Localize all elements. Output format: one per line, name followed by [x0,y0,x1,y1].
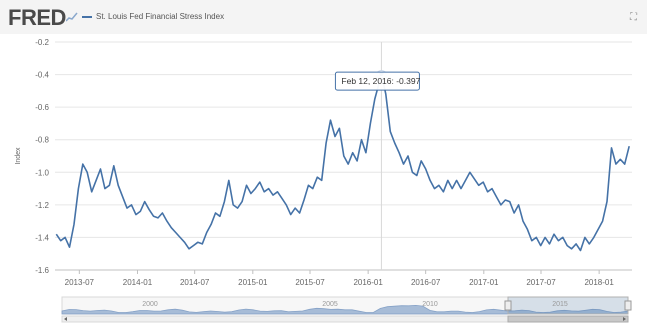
x-tick-label: 2018-01 [584,278,614,287]
scroll-left-arrow-icon[interactable] [64,317,67,321]
tooltip-text: Feb 12, 2016: -0.397 [341,76,420,86]
series-line[interactable] [55,73,630,252]
fred-logo[interactable]: FRED [8,5,66,30]
x-tick-label: 2013-07 [65,278,95,287]
navigator-selection[interactable] [507,296,629,315]
x-tick-label: 2016-07 [411,278,441,287]
navigator-handle-left[interactable] [504,300,512,311]
navigator-year-label: 2005 [322,301,338,308]
y-tick-label: -0.2 [35,38,49,47]
tooltip-box [334,71,420,91]
y-axis-title: Index [15,147,22,165]
tooltip: Feb 12, 2016: -0.397 [334,71,421,91]
y-tick-label: -1.2 [35,201,49,210]
legend-swatch [82,15,92,18]
y-axis: -0.2 -0.4 -0.6 -0.8 -1.0 -1.2 -1.4 -1.6 [35,38,49,275]
expand-icon[interactable]: ⛶ [630,12,637,23]
chart-line-icon [66,12,78,22]
navigator-series [61,304,629,315]
navigator-year-label: 2015 [552,301,568,308]
navigator-handle-right[interactable] [624,300,632,311]
x-tick-label: 2017-07 [526,278,556,287]
navigator-year-label: 2000 [142,301,158,308]
y-tick-label: -1.6 [35,266,49,275]
y-tick-label: -1.4 [35,233,49,242]
chart-header: FRED St. Louis Fed Financial Stress Inde… [0,0,647,34]
x-tick-label: 2017-01 [469,278,499,287]
navigator[interactable]: 2000 2005 2010 2015 [61,296,632,323]
x-tick-label: 2015-07 [295,278,325,287]
legend[interactable]: St. Louis Fed Financial Stress Index [82,12,224,21]
navigator-year-label: 2010 [422,301,438,308]
scroll-right-arrow-icon[interactable] [623,317,626,321]
y-tick-label: -0.6 [35,103,49,112]
y-tick-label: -1.0 [35,168,49,177]
scrollbar-thumb[interactable] [507,315,629,323]
y-tick-label: -0.4 [35,71,49,80]
legend-label: St. Louis Fed Financial Stress Index [96,12,225,21]
gridlines [55,41,632,271]
x-tick-label: 2015-01 [238,278,268,287]
y-tick-label: -0.8 [35,136,49,145]
x-axis: 2013-07 2014-01 2014-07 2015-01 2015-07 2016-… [55,269,632,287]
x-tick-label: 2016-01 [353,278,383,287]
x-tick-label: 2014-01 [123,278,153,287]
x-tick-label: 2014-07 [180,278,210,287]
